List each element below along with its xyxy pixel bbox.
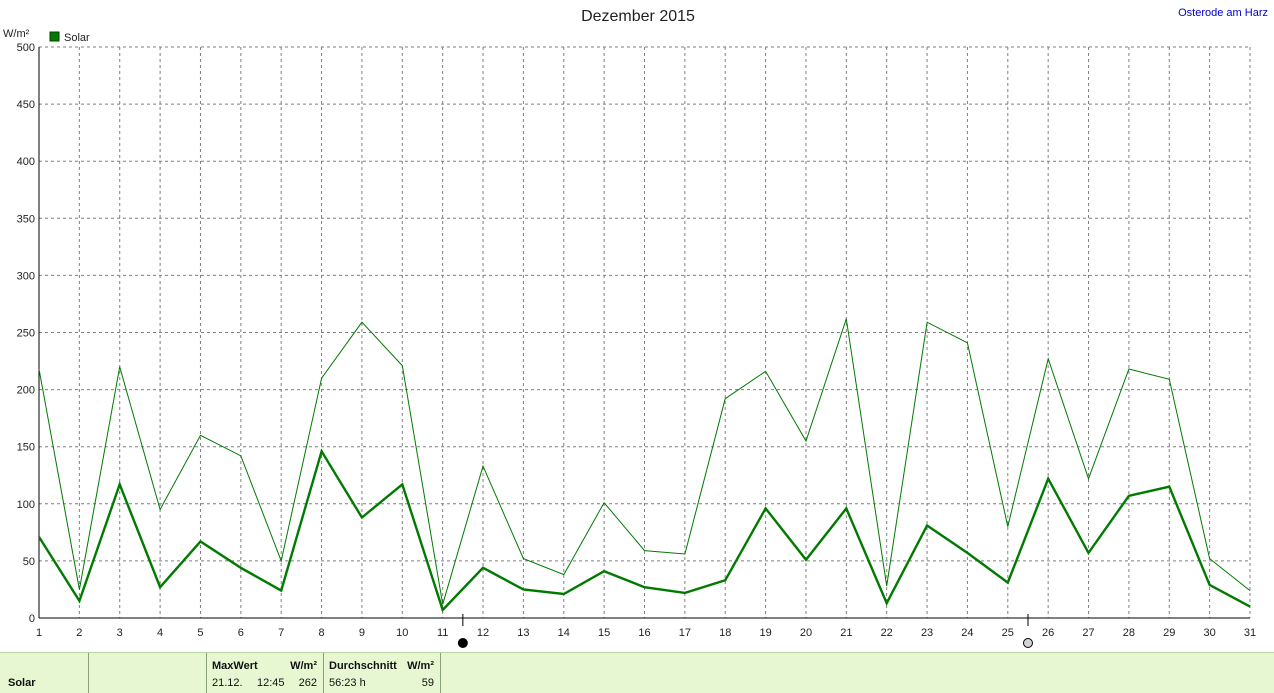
x-tick-label: 7 <box>278 627 284 639</box>
y-tick-label: 100 <box>17 499 35 511</box>
location-label: Osterode am Harz <box>1178 7 1268 19</box>
x-tick-label: 2 <box>76 627 82 639</box>
avg-duration: 56:23 h <box>329 677 366 689</box>
x-tick-label: 31 <box>1244 627 1256 639</box>
x-tick-label: 29 <box>1163 627 1175 639</box>
x-tick-label: 14 <box>558 627 570 639</box>
x-tick-label: 18 <box>719 627 731 639</box>
x-tick-label: 26 <box>1042 627 1054 639</box>
avg-header: Durchschnitt <box>329 660 397 672</box>
y-tick-label: 350 <box>17 213 35 225</box>
x-tick-label: 20 <box>800 627 812 639</box>
footer-max-cell: MaxWert W/m² 21.12. 12:45 262 <box>207 653 324 693</box>
x-tick-label: 13 <box>517 627 529 639</box>
max-value: 262 <box>298 677 317 689</box>
series-line-max <box>38 318 1251 605</box>
legend-label-solar: Solar <box>64 32 90 44</box>
new-moon-icon <box>1022 638 1033 648</box>
x-tick-label: 3 <box>117 627 123 639</box>
x-tick-label: 11 <box>437 627 448 639</box>
series-line-average <box>37 448 1251 613</box>
y-tick-label: 300 <box>17 270 35 282</box>
x-tick-label: 10 <box>396 627 408 639</box>
y-tick-label: 150 <box>17 442 35 454</box>
y-unit-label: W/m² <box>3 28 30 40</box>
y-tick-label: 0 <box>29 613 35 625</box>
y-tick-label: 250 <box>17 328 35 340</box>
max-time: 12:45 <box>257 677 285 689</box>
max-date: 21.12. <box>212 677 243 689</box>
x-tick-label: 30 <box>1204 627 1216 639</box>
x-tick-label: 17 <box>679 627 691 639</box>
x-tick-label: 28 <box>1123 627 1135 639</box>
chart-title: Dezember 2015 <box>581 8 695 25</box>
y-tick-label: 200 <box>17 385 35 397</box>
footer-empty-cell <box>89 653 207 693</box>
y-tick-label: 400 <box>17 156 35 168</box>
x-tick-label: 16 <box>638 627 650 639</box>
x-tick-label: 9 <box>359 627 365 639</box>
max-header: MaxWert <box>212 660 258 672</box>
y-tick-label: 500 <box>17 42 35 54</box>
grid <box>39 46 1251 618</box>
x-tick-label: 22 <box>881 627 893 639</box>
y-tick-label: 50 <box>23 556 35 568</box>
full-moon-icon <box>457 638 468 648</box>
x-tick-label: 15 <box>598 627 610 639</box>
avg-unit: W/m² <box>407 660 434 672</box>
summary-footer: Solar MaxWert W/m² 21.12. 12:45 262 Durc… <box>0 652 1274 693</box>
avg-value: 59 <box>421 677 434 689</box>
x-tick-label: 27 <box>1082 627 1094 639</box>
chart: Dezember 2015 Osterode am Harz W/m² Sola… <box>3 7 1268 648</box>
x-tick-label: 8 <box>319 627 325 639</box>
x-tick-label: 1 <box>36 627 42 639</box>
max-unit: W/m² <box>290 660 317 672</box>
x-tick-label: 19 <box>759 627 771 639</box>
x-tick-label: 4 <box>157 627 163 639</box>
footer-avg-cell: Durchschnitt W/m² 56:23 h 59 <box>324 653 441 693</box>
y-tick-label: 450 <box>17 99 35 111</box>
x-tick-label: 24 <box>961 627 973 639</box>
footer-series-label: Solar <box>8 677 36 689</box>
x-tick-label: 23 <box>921 627 933 639</box>
x-tick-label: 5 <box>197 627 203 639</box>
series <box>37 318 1251 613</box>
x-tick-label: 25 <box>1002 627 1014 639</box>
footer-label-cell: Solar <box>0 653 89 693</box>
x-tick-label: 12 <box>477 627 489 639</box>
legend-swatch-solar <box>49 31 60 42</box>
moon-markers <box>457 614 1033 648</box>
x-tick-label: 21 <box>840 627 852 639</box>
x-tick-label: 6 <box>238 627 244 639</box>
